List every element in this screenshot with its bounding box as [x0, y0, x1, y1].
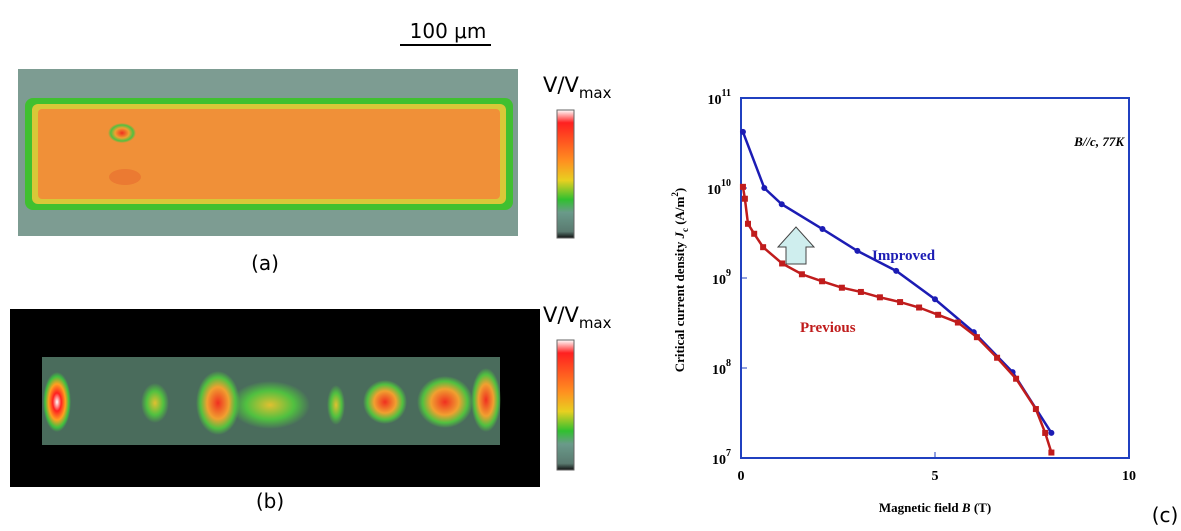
colorbar-label: V/Vmax [543, 303, 612, 332]
data-point [798, 271, 805, 278]
y-tick-exponent: 7 [726, 448, 731, 459]
improvement-arrow [776, 226, 816, 265]
scale-bar-label: 100 μm [410, 19, 487, 43]
data-point [760, 244, 767, 251]
data-point [1042, 429, 1049, 436]
data-point [876, 294, 883, 301]
data-point [854, 247, 861, 254]
y-axis-label-part: Critical current density [672, 239, 687, 373]
x-tick-label: 5 [932, 469, 939, 484]
data-point [744, 220, 751, 227]
data-point [1048, 449, 1055, 456]
y-axis-label-part: 2 [670, 192, 680, 197]
colorbar-a [556, 109, 575, 239]
x-axis-label-part: B [961, 500, 971, 515]
data-point [954, 319, 961, 326]
y-tick-base: 10 [712, 363, 726, 378]
plot-frame [740, 97, 1130, 459]
data-point [819, 278, 826, 285]
data-point [778, 201, 785, 208]
y-axis-label-part: (A/m [672, 196, 687, 228]
y-tick-label: 1011 [708, 88, 731, 108]
panel-label: (c) [1152, 503, 1179, 527]
x-tick-label: 0 [738, 469, 745, 484]
y-tick-exponent: 8 [726, 358, 731, 369]
data-point [751, 230, 758, 237]
data-point [916, 304, 923, 311]
data-point [1048, 429, 1055, 436]
y-tick-label: 107 [712, 448, 731, 468]
y-tick-base: 10 [712, 273, 726, 288]
series-line [741, 186, 1053, 453]
series-line [741, 131, 1053, 434]
series-label: Previous [800, 320, 856, 336]
data-point [739, 128, 746, 135]
y-tick-label: 1010 [707, 178, 731, 198]
data-point [932, 296, 938, 303]
y-tick-exponent: 11 [722, 88, 731, 99]
x-tick-label: 10 [1122, 469, 1136, 484]
data-point [973, 334, 980, 341]
panel-label: (b) [256, 489, 284, 513]
data-point [893, 267, 900, 274]
data-point [935, 311, 942, 318]
data-point [838, 284, 845, 291]
colorbar-b [556, 339, 575, 471]
colorbar-label: V/Vmax [543, 73, 612, 102]
y-axis-label: Critical current density Jc (A/m2) [670, 188, 690, 372]
y-axis-label-part: J [672, 232, 687, 240]
y-tick-base: 10 [712, 453, 726, 468]
data-point [761, 185, 768, 191]
y-tick-base: 10 [708, 93, 722, 108]
annotation: B//c, 77K [1073, 134, 1125, 149]
series-label: Improved [872, 248, 936, 264]
x-axis-label-part: Magnetic field [879, 500, 962, 515]
y-axis-label-part: c [680, 228, 690, 232]
data-point [857, 288, 864, 295]
data-point [1013, 375, 1020, 382]
panel-label: (a) [251, 251, 279, 275]
data-point [739, 183, 746, 190]
x-axis-label-part: (T) [971, 500, 992, 515]
y-tick-base: 10 [707, 183, 721, 198]
data-point [994, 354, 1001, 361]
data-point [819, 226, 826, 233]
x-axis-label: Magnetic field B (T) [879, 500, 991, 515]
y-tick-exponent: 9 [726, 268, 731, 279]
data-point [1032, 406, 1039, 413]
y-tick-label: 108 [712, 358, 731, 378]
image-a [18, 69, 518, 236]
y-tick-exponent: 10 [721, 178, 731, 189]
data-point [741, 195, 748, 202]
data-point [897, 299, 904, 306]
data-point [779, 260, 786, 267]
image-b [10, 309, 540, 487]
y-tick-label: 109 [712, 268, 731, 288]
y-axis-label-part: ) [672, 188, 687, 192]
